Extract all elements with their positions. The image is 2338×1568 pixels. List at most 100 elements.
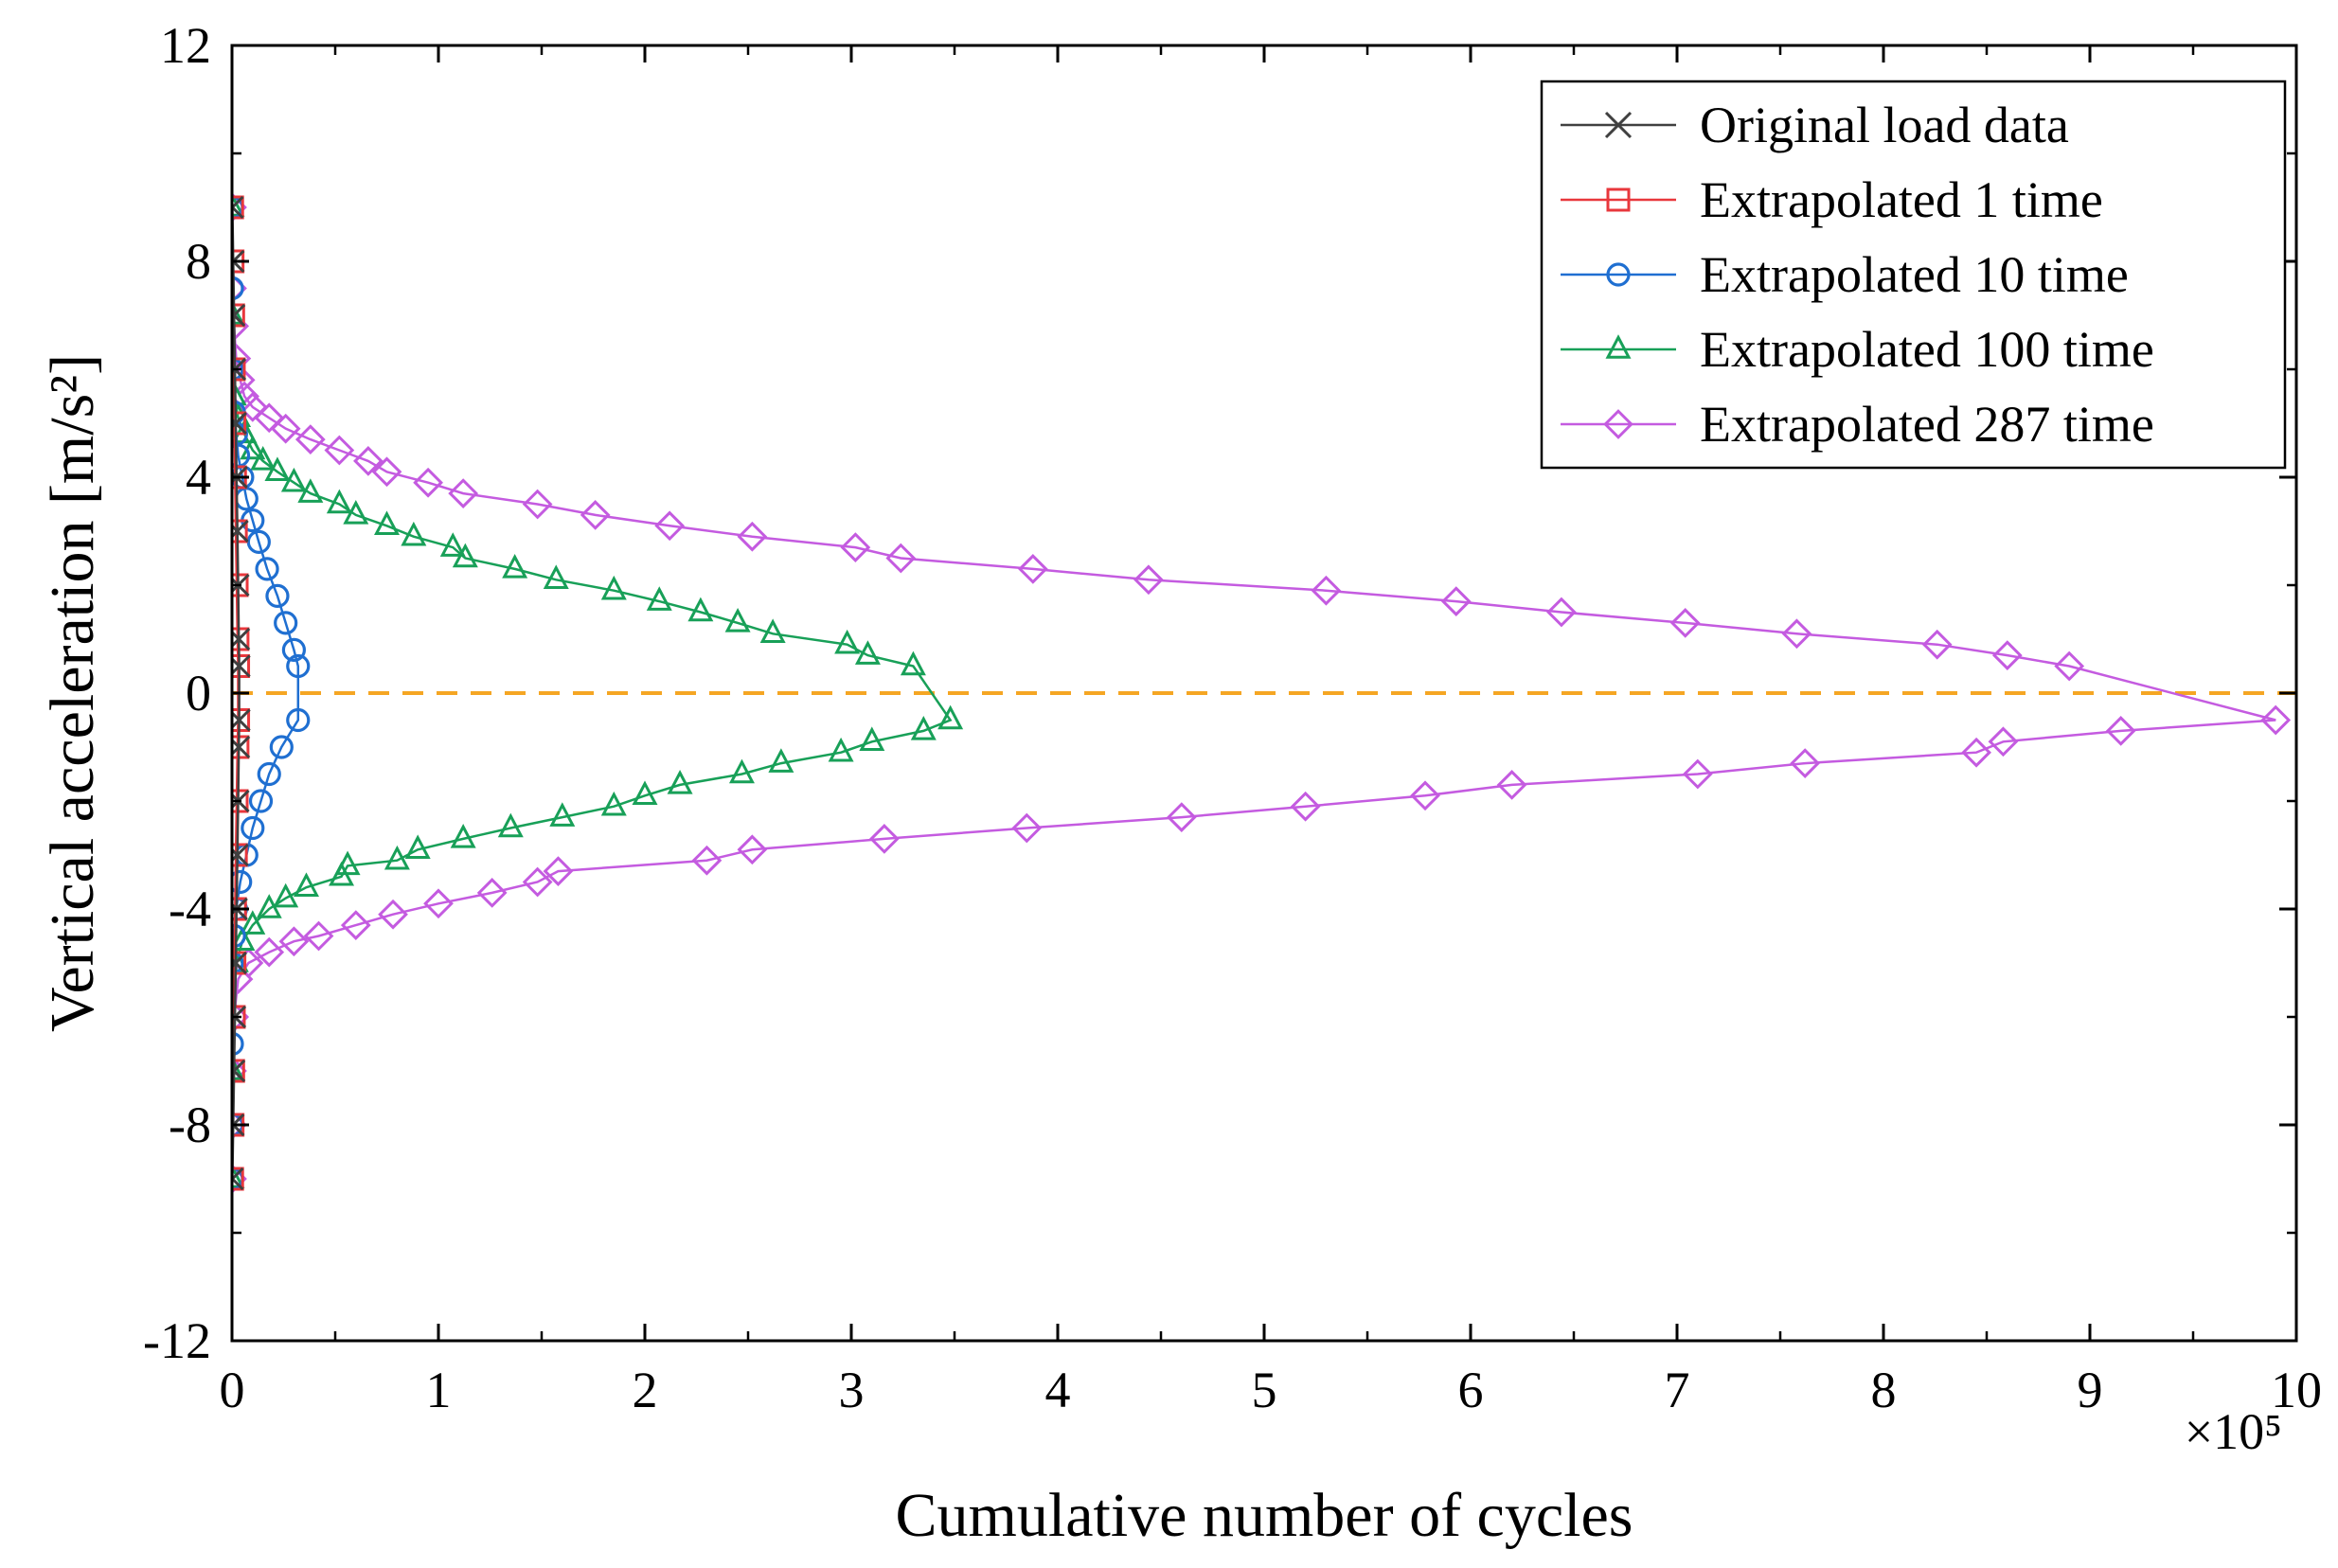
data-point — [1496, 770, 1527, 800]
data-point — [232, 357, 244, 382]
data-point — [728, 758, 755, 784]
data-point — [439, 532, 466, 557]
data-point — [1290, 791, 1321, 822]
series-line — [232, 207, 2276, 1179]
x-tick-label: 4 — [1045, 1362, 1071, 1418]
data-point — [413, 467, 443, 498]
data-point — [1790, 748, 1821, 778]
data-point — [241, 815, 265, 841]
data-point — [384, 845, 410, 870]
data-point — [1605, 334, 1632, 359]
y-tick-label: -12 — [143, 1312, 211, 1369]
y-tick-label: 12 — [160, 17, 211, 74]
data-point — [1781, 618, 1812, 650]
data-point — [1606, 262, 1631, 287]
data-point — [232, 789, 249, 813]
data-point — [543, 856, 574, 886]
data-point — [232, 1059, 246, 1083]
data-point — [600, 575, 627, 600]
data-point — [1017, 554, 1048, 584]
y-axis-title: Vertical acceleration [m/s²] — [38, 354, 107, 1032]
data-point — [900, 650, 926, 676]
x-tick-label: 8 — [1871, 1362, 1897, 1418]
data-point — [497, 812, 524, 838]
data-point — [232, 303, 246, 328]
x-tick-label: 3 — [839, 1362, 865, 1418]
data-point — [2105, 716, 2136, 746]
data-point — [885, 543, 917, 574]
legend: Original load data Extrapolated 1 time Ext… — [1540, 80, 2287, 470]
data-point — [724, 608, 751, 633]
data-point — [910, 716, 937, 740]
data-point — [340, 910, 371, 940]
data-point — [1166, 802, 1197, 832]
data-point — [257, 761, 281, 787]
data-point — [1988, 726, 2019, 757]
data-point — [854, 640, 881, 665]
data-point — [600, 791, 627, 816]
data-point — [580, 500, 611, 530]
data-point — [286, 707, 311, 733]
data-point — [1921, 629, 1953, 660]
data-point — [334, 850, 361, 876]
data-point — [1546, 597, 1577, 628]
data-point — [353, 446, 384, 476]
data-point — [1011, 812, 1043, 844]
data-point — [294, 424, 326, 454]
legend-label: Extrapolated 10 time — [1700, 246, 2129, 303]
data-point — [286, 653, 311, 679]
data-point — [232, 735, 251, 759]
data-point — [232, 869, 253, 895]
data-point — [404, 834, 431, 860]
data-point — [937, 704, 964, 730]
data-point — [269, 735, 294, 759]
data-point — [232, 519, 248, 543]
y-tick-label: -8 — [169, 1096, 211, 1153]
data-point — [232, 1164, 245, 1188]
x-tick-label: 10 — [2271, 1362, 2322, 1418]
data-point — [1669, 608, 1701, 638]
x-tick-label: 9 — [2078, 1362, 2103, 1418]
data-point — [522, 489, 553, 520]
data-point — [1440, 586, 1472, 616]
data-point — [691, 845, 723, 876]
y-tick-label: 0 — [186, 665, 211, 722]
data-point — [737, 834, 768, 865]
data-point — [273, 882, 299, 908]
x-tick-label: 5 — [1252, 1362, 1277, 1418]
data-point — [278, 926, 310, 957]
data-point — [232, 411, 247, 436]
data-point — [232, 951, 247, 975]
data-point — [1961, 737, 1991, 768]
data-point — [1682, 758, 1713, 790]
x-tick-label: 0 — [220, 1362, 245, 1418]
data-point — [834, 629, 861, 654]
data-point — [326, 489, 352, 514]
x-tick-label: 6 — [1458, 1362, 1484, 1418]
data-point — [667, 770, 693, 794]
data-point — [232, 843, 249, 867]
data-point — [303, 920, 334, 952]
data-point — [246, 529, 271, 555]
x-axis-title: Cumulative number of cycles — [896, 1481, 1633, 1550]
legend-label: Extrapolated 1 time — [1700, 171, 2103, 228]
data-point — [476, 878, 508, 908]
y-tick-label: 4 — [186, 449, 211, 506]
data-point — [324, 435, 355, 466]
data-point — [450, 824, 476, 848]
y-tick-label: -4 — [169, 881, 211, 937]
data-point — [274, 611, 298, 635]
axis-ticks — [230, 44, 2298, 1343]
series-extrapolated-100-time — [232, 192, 964, 1188]
data-point — [232, 1031, 244, 1057]
x-tick-label: 7 — [1665, 1362, 1690, 1418]
data-point — [255, 557, 279, 581]
data-point — [1606, 187, 1631, 212]
data-point — [248, 789, 274, 813]
data-point — [859, 726, 885, 752]
data-point — [543, 564, 569, 590]
data-point — [378, 899, 408, 930]
data-point — [759, 618, 786, 644]
